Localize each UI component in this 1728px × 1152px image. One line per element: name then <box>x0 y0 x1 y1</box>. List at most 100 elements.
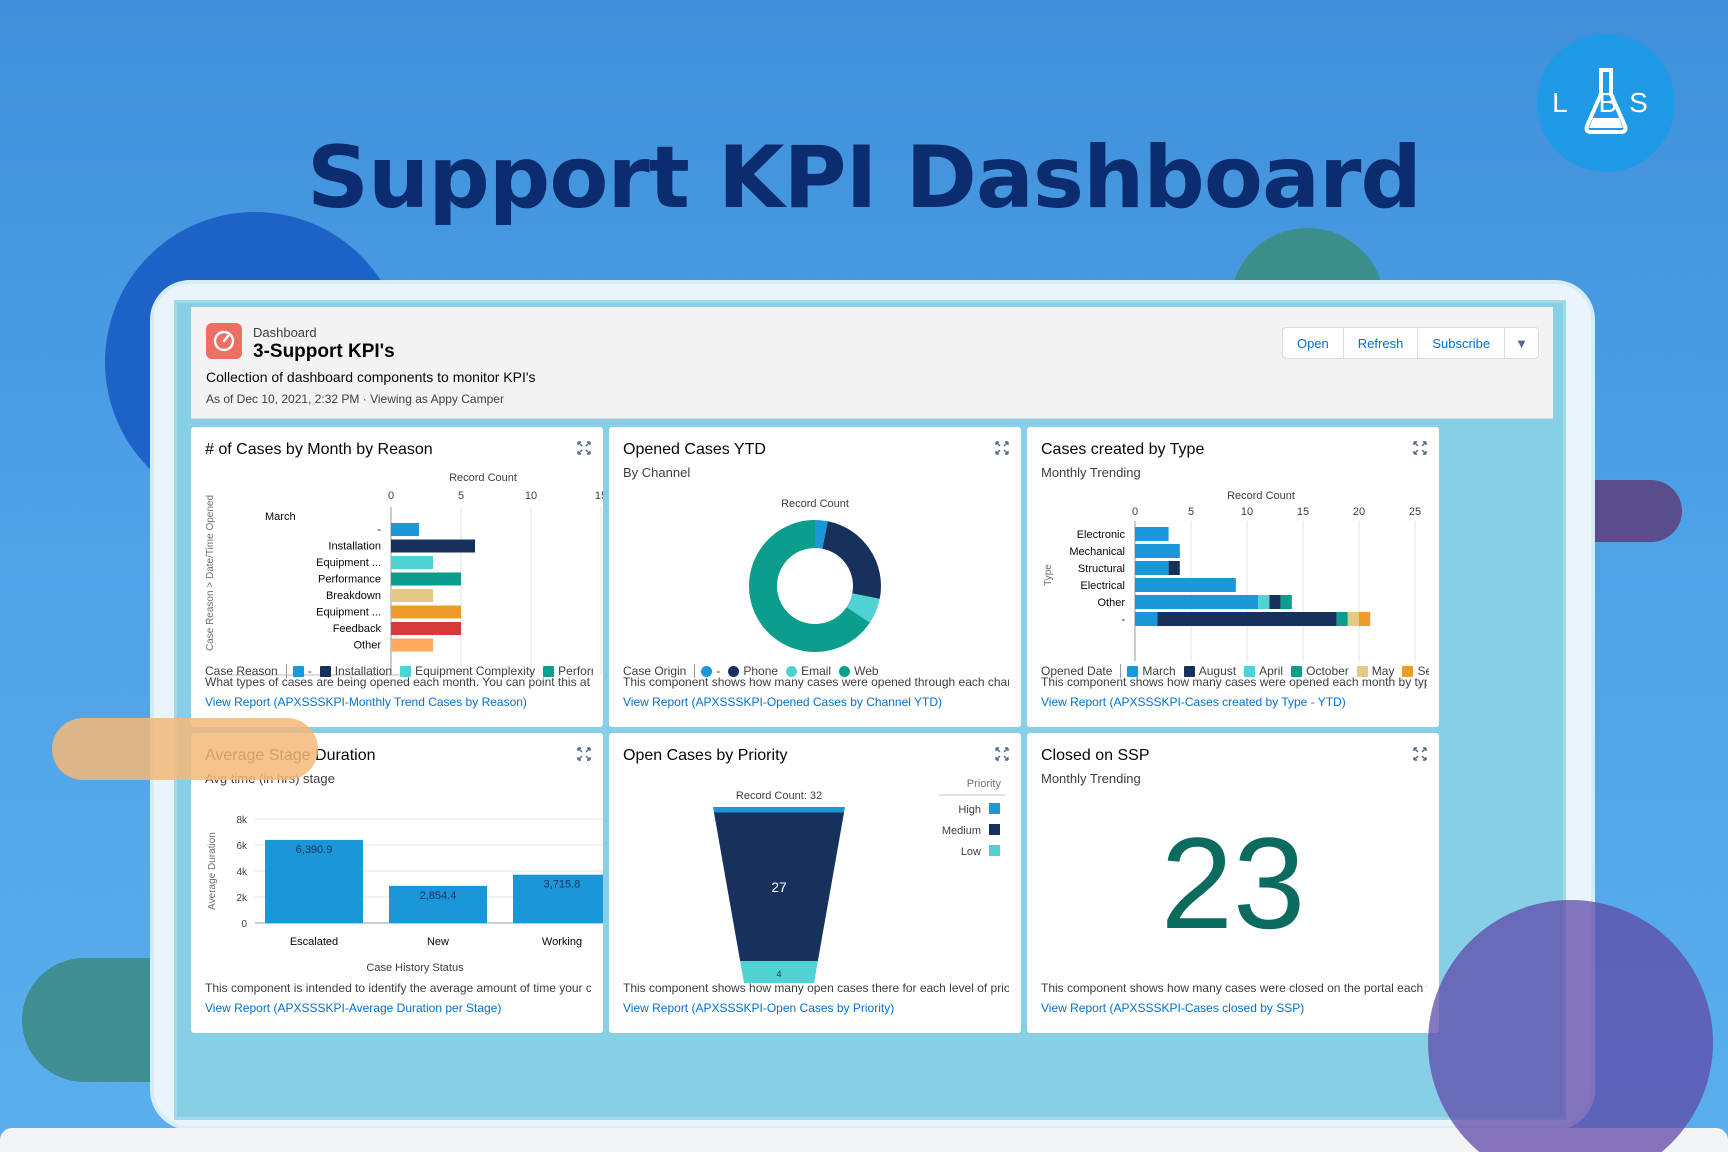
reason-bar <box>391 638 433 652</box>
card-title: Opened Cases YTD <box>623 441 766 458</box>
donut-slice <box>815 520 828 549</box>
legend-item[interactable]: April <box>1244 664 1283 678</box>
reason-category-label: Equipment ... <box>316 607 381 619</box>
priority-legend-title: Priority <box>967 778 1002 790</box>
type-bar-segment <box>1347 612 1359 626</box>
subscribe-button[interactable]: Subscribe <box>1417 327 1506 359</box>
type-bar-segment <box>1280 595 1292 609</box>
legend-title: Case Reason <box>205 664 287 678</box>
dashboard-screen: Dashboard 3-Support KPI's Collection of … <box>174 300 1566 1120</box>
header-button-group: Open Refresh Subscribe ▼ <box>1281 327 1539 359</box>
card-description: This component shows how many open cases… <box>623 981 1009 995</box>
reason-y-label: Case Reason > Date/Time Opened <box>205 495 216 651</box>
legend-item[interactable]: Phone <box>728 664 778 678</box>
legend-title: Case Origin <box>623 664 696 678</box>
legend-item[interactable]: Septe <box>1402 664 1429 678</box>
card-open-cases-by-priority: Open Cases by Priority Record Count: 32 … <box>609 733 1021 1033</box>
stage-value-label: 6,390.9 <box>296 844 333 856</box>
view-report-link[interactable]: View Report (APXSSSKPI-Opened Cases by C… <box>623 695 943 709</box>
type-bar-segment <box>1269 595 1281 609</box>
priority-legend-swatch <box>989 845 1000 856</box>
stage-tick-label: 8k <box>236 815 248 826</box>
labs-badge: L BS <box>1537 34 1675 172</box>
reason-category-label: Performance <box>318 574 381 586</box>
type-bar-segment <box>1157 612 1337 626</box>
view-report-link[interactable]: View Report (APXSSSKPI-Cases created by … <box>1041 695 1346 709</box>
type-category-label: Electrical <box>1080 580 1125 592</box>
reason-category-label: Other <box>353 640 381 652</box>
reason-category-label: Breakdown <box>326 590 381 602</box>
donut-slice <box>749 520 870 652</box>
reason-bar <box>391 523 419 536</box>
metric-value: 23 <box>1160 810 1306 956</box>
legend-item[interactable]: Web <box>839 664 879 678</box>
type-axis-title: Record Count <box>1227 490 1295 502</box>
priority-legend-swatch <box>989 824 1000 835</box>
expand-icon[interactable] <box>1413 747 1427 761</box>
reason-bar <box>391 556 433 569</box>
type-tick-label: 20 <box>1353 506 1365 518</box>
expand-icon[interactable] <box>577 441 591 455</box>
monitor-stand <box>0 1128 1728 1152</box>
view-report-link[interactable]: View Report (APXSSSKPI-Average Duration … <box>205 1001 502 1015</box>
type-chart: Record Count Type 0 5 10 15 20 25 Electronic M… <box>1043 490 1421 661</box>
legend-item[interactable]: March <box>1127 664 1176 678</box>
expand-icon[interactable] <box>577 747 591 761</box>
type-tick-label: 0 <box>1132 506 1138 518</box>
legend-item[interactable]: - <box>292 664 312 678</box>
dashboard-type-label: Dashboard <box>253 325 317 340</box>
stage-bar <box>513 874 603 923</box>
reason-category-label: - <box>377 524 381 536</box>
stage-tick-label: 6k <box>236 841 248 852</box>
view-report-link[interactable]: View Report (APXSSSKPI-Open Cases by Pri… <box>623 1001 895 1015</box>
legend-item[interactable]: Performance <box>543 664 593 678</box>
view-report-link[interactable]: View Report (APXSSSKPI-Cases closed by S… <box>1041 1001 1305 1015</box>
type-legend: Opened Date March August April October M… <box>1041 662 1429 680</box>
donut-chart-label: Record Count <box>781 498 849 510</box>
card-description: What types of cases are being opened eac… <box>205 675 591 689</box>
refresh-button[interactable]: Refresh <box>1342 327 1419 359</box>
legend-item[interactable]: Installation <box>319 664 392 678</box>
type-bar-segment <box>1135 561 1169 575</box>
expand-icon[interactable] <box>995 747 1009 761</box>
reason-bar <box>391 605 461 619</box>
stage-category-label: New <box>427 936 449 948</box>
dashboard-description: Collection of dashboard components to mo… <box>206 369 536 385</box>
view-report-link[interactable]: View Report (APXSSSKPI-Monthly Trend Cas… <box>205 695 527 709</box>
more-actions-button[interactable]: ▼ <box>1504 327 1539 359</box>
legend-item[interactable]: October <box>1291 664 1349 678</box>
reason-bar <box>391 622 461 635</box>
legend-item[interactable]: May <box>1356 664 1394 678</box>
expand-icon[interactable] <box>1413 441 1427 455</box>
stage-value-label: 2,854.4 <box>420 890 457 902</box>
type-bar-segment <box>1135 578 1236 592</box>
expand-icon[interactable] <box>995 441 1009 455</box>
legend-item[interactable]: - <box>701 664 720 678</box>
priority-legend-label: High <box>958 804 981 816</box>
reason-chart: Record Count Case Reason > Date/Time Ope… <box>205 472 603 676</box>
reason-legend: Case Reason - Installation Equipment Com… <box>205 662 593 680</box>
type-category-label: Mechanical <box>1069 546 1125 558</box>
card-subtitle: Monthly Trending <box>1041 771 1141 786</box>
stage-tick-label: 2k <box>236 893 248 904</box>
card-title: # of Cases by Month by Reason <box>205 441 433 458</box>
reason-tick-label: 15 <box>595 490 603 502</box>
type-bar-segment <box>1359 612 1371 626</box>
legend-item[interactable]: Email <box>786 664 831 678</box>
donut-slice <box>846 593 880 623</box>
dashboard-title: 3-Support KPI's <box>253 341 395 362</box>
type-y-label: Type <box>1043 564 1054 586</box>
card-title: Cases created by Type <box>1041 441 1205 458</box>
funnel-segment <box>713 812 845 961</box>
legend-item[interactable]: August <box>1183 664 1236 678</box>
funnel-value-label: 4 <box>776 969 781 979</box>
legend-item[interactable]: Equipment Complexity <box>400 664 535 678</box>
stage-value-label: 3,715.8 <box>544 879 581 891</box>
card-average-stage-duration: Average Stage Duration Avg time (in hrs)… <box>191 733 603 1033</box>
priority-legend-swatch <box>989 803 1000 814</box>
type-bar-segment <box>1135 612 1158 626</box>
open-button[interactable]: Open <box>1281 327 1344 359</box>
dashboard-timestamp: As of Dec 10, 2021, 2:32 PM · Viewing as… <box>206 392 504 406</box>
type-tick-label: 5 <box>1188 506 1194 518</box>
channel-legend: Case Origin - Phone Email Web <box>623 662 1011 680</box>
